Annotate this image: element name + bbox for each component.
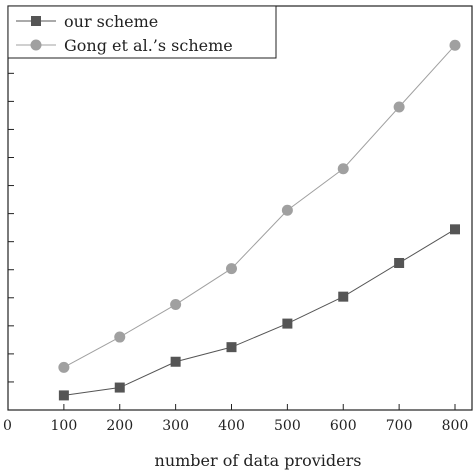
- legend-label-gong-scheme: Gong et al.’s scheme: [64, 36, 233, 55]
- x-tick-label: 600: [330, 418, 357, 434]
- data-point-gong-scheme: [58, 361, 70, 373]
- data-point-gong-scheme: [170, 299, 182, 311]
- x-tick-label: 700: [386, 418, 413, 434]
- x-tick-label: 0: [3, 418, 12, 434]
- legend-box: [7, 5, 277, 59]
- y-axis-ticks: [8, 16, 14, 411]
- data-point-our-scheme: [170, 356, 181, 367]
- x-tick-label: 100: [51, 418, 78, 434]
- x-tick-label: 500: [274, 418, 301, 434]
- series-line-gong-scheme: [63, 44, 456, 368]
- data-point-our-scheme: [114, 382, 125, 393]
- x-tick-label: 200: [106, 418, 133, 434]
- data-point-our-scheme: [58, 390, 69, 401]
- legend-label-our-scheme: our scheme: [64, 12, 158, 31]
- legend: our scheme Gong et al.’s scheme: [7, 5, 277, 59]
- data-point-gong-scheme: [393, 101, 405, 113]
- data-point-gong-scheme: [281, 204, 293, 216]
- x-tick-label: 800: [442, 418, 469, 434]
- data-point-our-scheme: [282, 318, 293, 329]
- data-point-gong-scheme: [114, 331, 126, 343]
- legend-marker-our-scheme: [31, 16, 41, 26]
- x-tick-label: 400: [218, 418, 245, 434]
- x-axis-title: number of data providers: [155, 451, 362, 470]
- data-point-our-scheme: [338, 291, 349, 302]
- series-line-our-scheme: [63, 228, 456, 396]
- data-point-gong-scheme: [449, 39, 461, 51]
- data-point-gong-scheme: [337, 163, 349, 175]
- data-point-gong-scheme: [226, 263, 237, 275]
- data-point-our-scheme: [450, 224, 460, 235]
- series-layer: [58, 39, 461, 401]
- x-axis-ticks: 0 100 200 300 400 500 600 700 800: [3, 404, 468, 434]
- x-tick-label: 300: [162, 418, 189, 434]
- data-point-our-scheme: [394, 257, 405, 268]
- legend-marker-gong-scheme: [30, 39, 42, 51]
- data-point-our-scheme: [226, 342, 237, 353]
- plot-area: [7, 5, 473, 411]
